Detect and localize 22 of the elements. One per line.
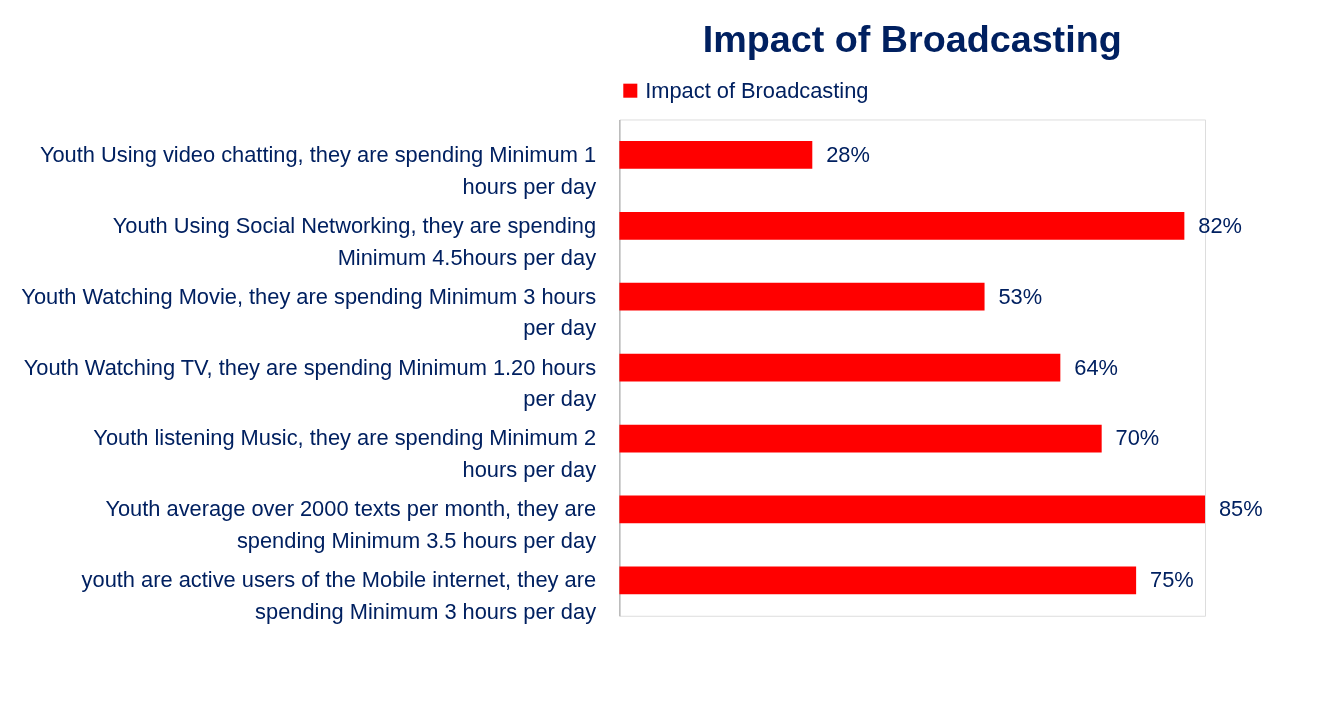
data-label: 75% — [1150, 567, 1194, 593]
bar — [619, 495, 1206, 524]
bar — [619, 141, 813, 169]
y-tick-label: Youth Watching Movie, they are spending Minimum 3 hours per day — [21, 283, 597, 341]
bar — [619, 566, 1137, 595]
data-label: 64% — [1074, 354, 1118, 380]
data-label: 28% — [826, 141, 870, 167]
chart-title: Impact of Broadcasting — [702, 17, 1122, 60]
bar — [619, 211, 1185, 240]
legend-label: Impact of Broadcasting — [645, 77, 869, 103]
y-tick-label: Youth Using Social Networking, they are spending Minimum 4.5hours per day — [112, 212, 597, 270]
bar — [619, 353, 1061, 382]
data-label: 53% — [998, 283, 1043, 309]
bar — [619, 282, 985, 311]
data-label: 70% — [1115, 425, 1160, 451]
y-tick-label: Youth Using video chatting, they are spending Minimum 1 hours per day — [39, 141, 597, 199]
y-tick-label: Youth listening Music, they are spending Minimum 2 hours per day — [93, 425, 597, 483]
y-tick-label: youth are active users of the Mobile internet, they are spending Minimum 3 hours per day — [81, 567, 597, 625]
bar — [619, 424, 1102, 453]
data-label: 82% — [1198, 212, 1242, 238]
data-label: 85% — [1218, 496, 1263, 522]
y-tick-label: Youth Watching TV, they are spending Minimum 1.20 hours per day — [23, 354, 597, 412]
